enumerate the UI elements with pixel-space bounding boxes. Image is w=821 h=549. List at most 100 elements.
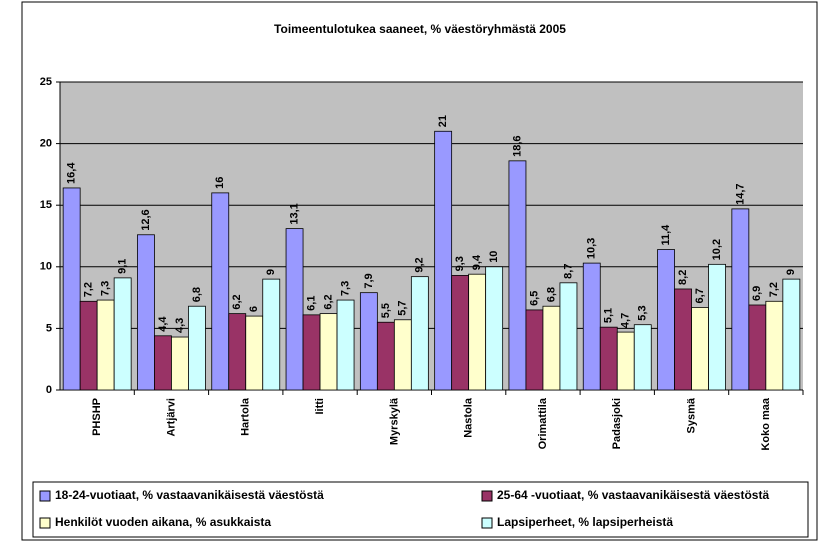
data-label: 5,3: [637, 305, 649, 320]
bar: [542, 305, 561, 391]
legend-label: Henkilöt vuoden aikana, % asukkaista: [55, 515, 271, 529]
bar: [336, 299, 355, 391]
legend-swatch: [39, 517, 51, 529]
data-label: 6,2: [322, 294, 334, 309]
data-label: 5,7: [397, 300, 409, 315]
x-tick-label: Artjärvi: [165, 398, 177, 437]
data-label: 13,1: [288, 203, 300, 224]
data-label: 9,1: [117, 259, 129, 274]
data-label: 4,3: [174, 318, 186, 333]
y-tick-label: 25: [40, 76, 52, 88]
bar: [62, 187, 81, 391]
bar: [137, 234, 155, 391]
legend-label: 25-64 -vuotiaat, % vastaavanikäisestä vä…: [497, 488, 769, 502]
x-tick-label: Hartola: [240, 397, 252, 436]
bar: [765, 300, 784, 391]
data-label: 7,2: [768, 282, 780, 297]
data-label: 7,9: [363, 273, 375, 288]
x-tick-label: Padasjoki: [611, 398, 623, 449]
bar: [691, 307, 709, 391]
data-label: 11,4: [660, 224, 672, 246]
x-tick-label: Nastola: [463, 397, 475, 438]
bar: [228, 313, 247, 391]
legend-label: 18-24-vuotiaat, % vastaavanikäisestä väe…: [55, 488, 324, 502]
bar: [113, 277, 132, 391]
bar: [245, 315, 264, 391]
bar: [485, 266, 504, 391]
bar: [302, 314, 321, 391]
bar: [319, 313, 338, 391]
bar: [782, 278, 801, 391]
data-label: 7,3: [339, 281, 351, 296]
bar: [211, 192, 230, 391]
bar: [525, 309, 544, 391]
data-label: 16: [214, 177, 226, 189]
bar: [559, 282, 578, 391]
bar: [285, 228, 304, 391]
bar: [633, 324, 652, 391]
bar: [393, 319, 412, 391]
data-label: 6,1: [305, 296, 317, 311]
data-label: 7,3: [100, 281, 112, 296]
bar: [154, 335, 172, 391]
bar: [262, 278, 281, 391]
bar: [508, 160, 527, 391]
data-label: 9,3: [454, 256, 466, 271]
data-label: 10: [488, 251, 500, 263]
data-label: 6,9: [751, 286, 763, 301]
data-label: 8,2: [677, 270, 689, 285]
bar: [616, 331, 635, 391]
data-label: 9: [785, 269, 797, 275]
bar: [468, 273, 487, 391]
legend: [32, 481, 809, 538]
data-label: 6,2: [231, 294, 243, 309]
bar: [188, 305, 206, 391]
bar: [376, 321, 395, 391]
y-tick-label: 20: [40, 138, 52, 150]
bar: [674, 288, 692, 391]
x-tick-label: Koko maa: [760, 397, 772, 450]
data-label: 5,5: [380, 303, 392, 318]
x-tick-label: Iitti: [314, 398, 326, 415]
data-label: 12,6: [140, 209, 152, 230]
bar: [708, 263, 726, 391]
bar: [599, 326, 618, 391]
bar: [96, 299, 115, 391]
data-label: 9,4: [471, 254, 483, 270]
data-label: 21: [437, 115, 449, 127]
y-tick-label: 0: [46, 384, 52, 396]
data-label: 16,4: [66, 162, 78, 184]
bar: [748, 304, 767, 391]
bar: [582, 262, 601, 391]
data-label: 10,3: [586, 238, 598, 259]
data-label: 10,2: [711, 239, 723, 260]
data-label: 6,8: [545, 287, 557, 302]
bar: [451, 275, 470, 391]
data-label: 5,1: [603, 308, 615, 323]
legend-swatch: [39, 490, 51, 502]
x-tick-label: PHSHP: [91, 398, 103, 436]
data-label: 6: [248, 306, 260, 312]
legend-swatch: [481, 517, 493, 529]
bar: [79, 300, 98, 391]
bar: [410, 276, 429, 391]
y-tick-label: 10: [40, 261, 52, 273]
data-label: 6,5: [528, 291, 540, 306]
data-label: 14,7: [734, 183, 746, 204]
y-tick-label: 15: [40, 199, 52, 211]
data-label: 8,7: [562, 264, 574, 279]
bar: [731, 208, 750, 391]
data-label: 4,4: [157, 316, 169, 332]
legend-swatch: [481, 490, 493, 502]
legend-label: Lapsiperheet, % lapsiperheistä: [497, 515, 673, 529]
data-label: 7,2: [83, 282, 95, 297]
data-label: 18,6: [511, 135, 523, 156]
data-label: 9,2: [414, 257, 426, 272]
bar: [359, 292, 378, 391]
data-label: 4,7: [620, 313, 632, 328]
data-label: 6,8: [191, 287, 203, 302]
x-tick-label: Orimattila: [537, 397, 549, 449]
x-tick-label: Myrskylä: [388, 397, 400, 445]
bar: [657, 249, 675, 391]
